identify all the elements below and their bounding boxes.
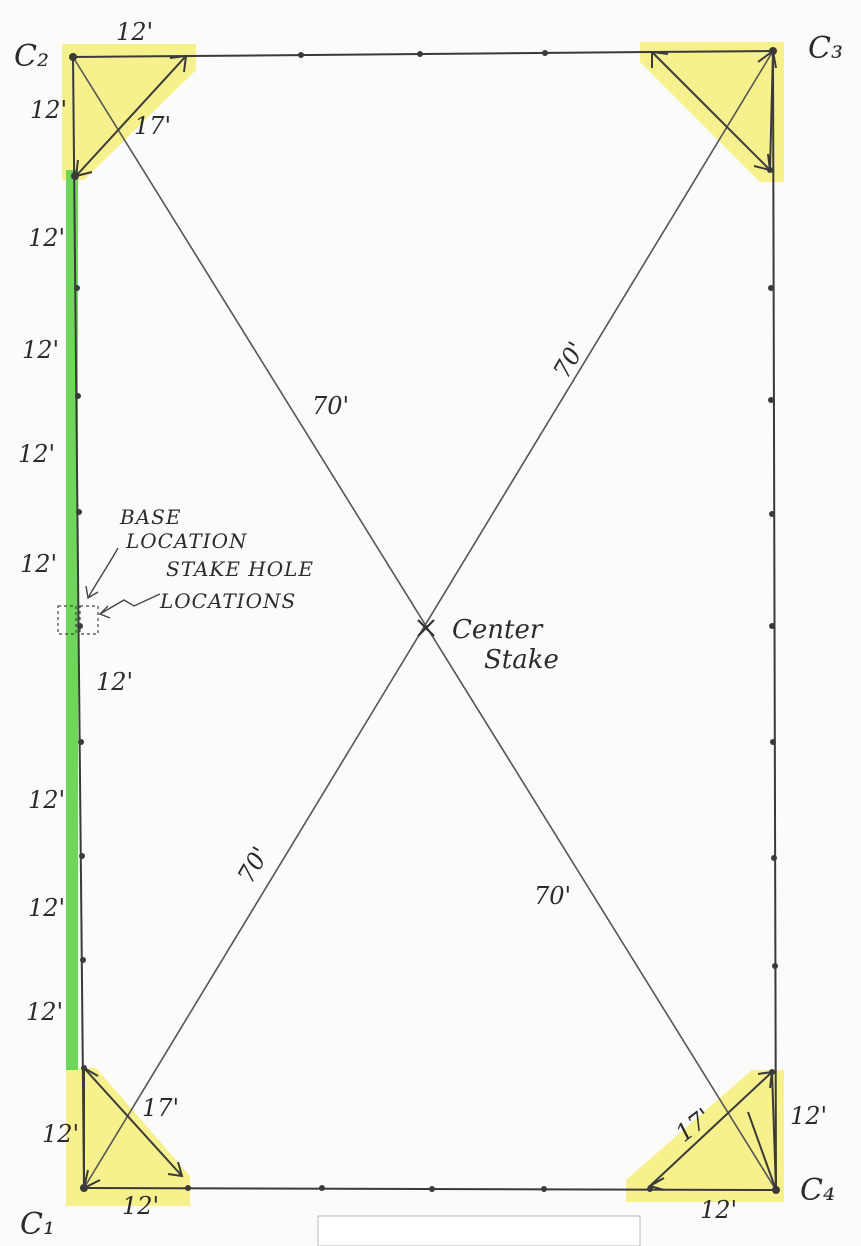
stake-hole-arrow	[99, 593, 161, 615]
c4-inner-stroke	[747, 1111, 777, 1191]
diagonal-label-c3: 70'	[548, 337, 591, 383]
right-dot	[771, 855, 777, 861]
diagonal-label-c1: 70'	[232, 842, 275, 888]
right-dot	[770, 739, 776, 745]
stake-hole-note: STAKE HOLE	[166, 557, 314, 581]
left-dot	[78, 739, 84, 745]
c1-bottom-leg-label: 12'	[122, 1192, 159, 1220]
left-dot	[76, 509, 82, 515]
annotation-arrows	[85, 547, 161, 619]
right-dot	[772, 963, 778, 969]
corner-dot	[772, 1186, 780, 1194]
left-side-green-highlight	[66, 170, 78, 1070]
bottom-dot	[429, 1186, 435, 1192]
c3-vertical-leg	[769, 50, 774, 171]
right-dot	[769, 511, 775, 517]
left-dot	[71, 172, 79, 180]
stake-dots	[69, 47, 780, 1194]
corner-label-c1: C₁	[20, 1207, 55, 1242]
c1-hypotenuse-line	[83, 1067, 183, 1177]
corner-dot	[69, 53, 77, 61]
c1-arrowhead-bottom	[167, 1161, 184, 1178]
base-location-arrow	[87, 547, 119, 599]
diagonal-lines	[72, 50, 777, 1191]
c2-side-leg-label: 12'	[30, 96, 67, 124]
c4-vertical-leg	[771, 1071, 777, 1191]
left-dot	[75, 393, 81, 399]
c3-hypotenuse-line	[651, 51, 771, 171]
left-side-line	[72, 56, 85, 1189]
corner-label-c3: C₃	[808, 31, 843, 66]
right-dot	[768, 285, 774, 291]
stake-hole-note: LOCATIONS	[159, 589, 296, 613]
left-dot	[74, 285, 80, 291]
corner-label-c4: C₄	[800, 1173, 835, 1208]
top-dot	[542, 50, 548, 56]
corner-dot	[80, 1184, 88, 1192]
c4-bottom-leg-label: 12'	[700, 1196, 737, 1224]
right-side-line	[772, 50, 777, 1191]
stake-hole-box	[79, 605, 99, 635]
diagonal-label-c4: 70'	[534, 882, 571, 910]
left-segment-label: 12'	[22, 336, 59, 364]
paper-strip	[317, 1215, 641, 1246]
top-dot	[298, 52, 304, 58]
diagonal-c2-to-c4	[72, 56, 777, 1191]
left-segment-label: 12'	[28, 224, 65, 252]
stake-hole-box	[57, 605, 77, 635]
left-dot	[79, 853, 85, 859]
bottom-dot	[185, 1185, 191, 1191]
center-stake-marker	[417, 619, 435, 637]
base-location-arrowhead	[85, 585, 99, 600]
right-dot	[769, 1069, 775, 1075]
c2-corner-highlight	[62, 44, 196, 180]
c1-side-leg-label: 12'	[42, 1120, 79, 1148]
right-dot	[769, 623, 775, 629]
c1-hypotenuse-label: 17'	[142, 1094, 179, 1122]
bottom-dot	[319, 1185, 325, 1191]
c3-arrowhead-top	[651, 50, 669, 68]
base-location-note: BASE	[119, 505, 181, 529]
c2-top-leg-label: 12'	[116, 18, 153, 46]
c4-side-leg-label: 12'	[790, 1102, 827, 1130]
base-location-note: LOCATION	[125, 529, 248, 553]
left-dot	[80, 957, 86, 963]
left-segment-label: 12'	[18, 440, 55, 468]
corner-dot	[769, 47, 777, 55]
corner-label-c2: C₂	[14, 39, 49, 74]
left-segment-label: 12'	[26, 998, 63, 1026]
bottom-dot	[541, 1186, 547, 1192]
c2-hypotenuse-line	[75, 55, 187, 177]
corner-triangles	[74, 49, 777, 1191]
left-segment-label: 12'	[28, 786, 65, 814]
c2-hypotenuse-label: 17'	[134, 112, 171, 140]
left-segment-label: 12'	[96, 668, 133, 696]
left-segment-label: 12'	[28, 894, 65, 922]
center-stake-x-b	[417, 619, 435, 637]
c2-arrowhead-top	[169, 54, 188, 73]
right-dot	[767, 167, 773, 173]
diagonal-label-c2: 70'	[312, 392, 349, 420]
stake-hole-arrowhead	[98, 605, 111, 619]
diagonal-c1-to-c3	[83, 50, 774, 1189]
c1-corner-highlight	[66, 1068, 190, 1206]
stake-hole-markers	[57, 605, 99, 635]
left-segment-label: 12'	[20, 550, 57, 578]
c4-hypotenuse-line	[649, 1071, 773, 1187]
right-dot	[768, 397, 774, 403]
bottom-dot	[647, 1186, 653, 1192]
top-dot	[417, 51, 423, 57]
center-stake-note: Center	[452, 615, 544, 645]
center-stake-note: Stake	[484, 645, 559, 675]
left-dot	[81, 1065, 87, 1071]
c4-corner-highlight	[626, 1070, 784, 1202]
